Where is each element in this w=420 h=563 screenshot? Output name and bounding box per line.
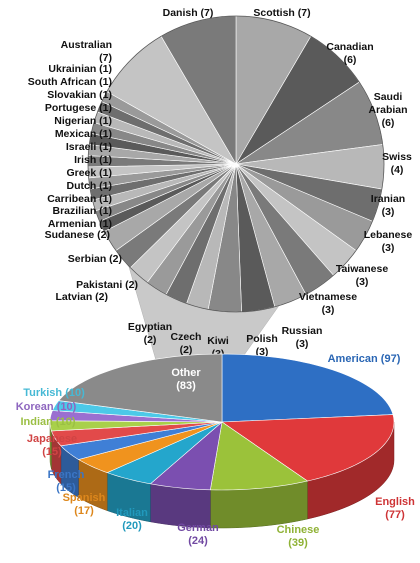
slice-label-irish: Irish (1) [74,154,112,166]
slice-label-polish: Polish (3) [246,333,278,358]
slice-label-scottish: Scottish (7) [253,7,310,19]
slice-label-pakistani: Pakistani (2) [76,279,138,291]
slice-label-english: English (77) [375,496,415,521]
slice-label-taiwanese: Taiwanese (3) [336,263,388,288]
top-pie-outline [87,15,385,313]
slice-label-egyptian: Egyptian (2) [128,321,172,346]
slice-label-mexican: Mexican (1) [55,128,112,140]
slice-label-sudanese: Sudanese (2) [45,229,110,241]
slice-label-spanish: Spanish (17) [63,492,106,517]
slice-label-ukrainian: Ukrainian (1) [48,63,112,75]
slice-label-carribean: Carribean (1) [47,193,112,205]
pie-slice-english [221,414,395,482]
slice-label-dutch: Dutch (1) [67,180,113,192]
slice-label-greek: Greek (1) [66,167,112,179]
slice-label-serbian: Serbian (2) [68,253,122,265]
slice-label-czech: Czech (2) [171,331,202,356]
slice-label-israeli: Israeli (1) [66,141,112,153]
slice-label-japanese: Japanese (15) [27,433,77,458]
slice-label-portugese: Portugese (1) [45,102,112,114]
slice-label-south-african: South African (1) [28,76,112,88]
pie-slice-french [60,421,223,460]
pie-slice-indian [49,420,223,432]
slice-label-australian: Australian (7) [61,39,112,64]
pie-slice-italian [106,421,223,485]
top-pie-chart: Scottish (7) Canadian (6) Saudi Arabian (6) Sw… [28,7,413,360]
pie-slice-german [149,421,223,491]
slice-label-chinese: Chinese (39) [277,524,320,549]
pie-slice-japanese [51,421,223,447]
slice-label-nigerian: Nigerian (1) [54,115,112,127]
slice-label-italian: Italian (20) [116,507,148,532]
slice-label-slovakian: Slovakian (1) [47,89,112,101]
slice-label-danish: Danish (7) [163,7,214,19]
pie-slice-spanish [77,421,223,473]
slice-label-turkish: Turkish (10) [23,387,85,399]
slice-label-russian: Russian (3) [282,325,323,350]
slice-label-latvian: Latvian (2) [55,291,108,303]
slice-label-vietnamese: Vietnamese (3) [299,291,357,316]
slice-label-american: American (97) [328,353,401,365]
slice-label-other: Other (83) [171,367,201,392]
pie-slice-other [58,353,223,423]
slice-label-brazilian: Brazilian (1) [52,205,112,217]
bottom-pie-chart: American (97) English (77) Chinese (39) Germa… [16,353,415,549]
slice-label-korean: Korean (10) [16,401,77,413]
slice-label-armenian: Armenian (1) [48,218,112,230]
slice-label-iranian: Iranian (3) [371,193,405,218]
slice-label-lebanese: Lebanese (3) [364,229,413,254]
pie-slice-chinese [209,421,309,491]
slice-label-saudi-arabian: Saudi Arabian (6) [368,91,407,129]
slice-label-swiss: Swiss (4) [382,151,412,176]
pie-slice-american [221,353,394,423]
slice-label-german: German (24) [177,522,219,547]
slice-label-french: French (15) [48,469,85,494]
slice-label-canadian: Canadian (6) [326,41,373,66]
slice-label-indian: Indian (10) [20,416,75,428]
